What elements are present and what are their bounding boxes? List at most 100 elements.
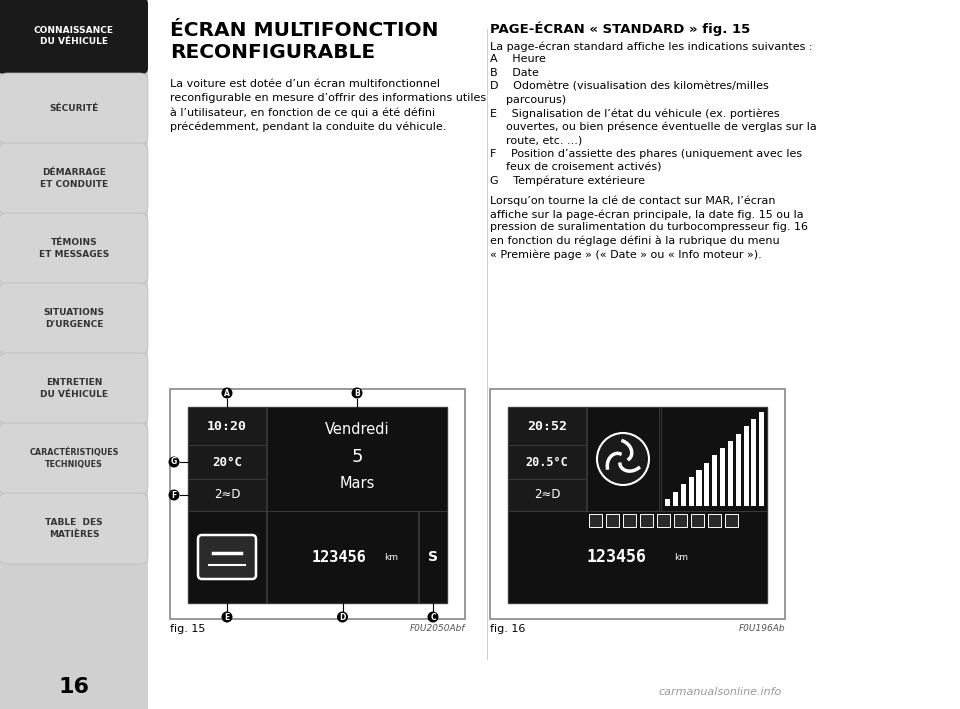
Text: F  Position d’assiette des phares (uniquement avec les: F Position d’assiette des phares (unique… — [490, 149, 803, 159]
Bar — [188, 479, 266, 511]
Text: D: D — [339, 613, 346, 622]
Circle shape — [169, 457, 180, 467]
FancyBboxPatch shape — [0, 423, 148, 494]
Text: affiche sur la page-écran principale, la date fig. 15 ou la: affiche sur la page-écran principale, la… — [490, 209, 804, 220]
Bar — [712, 455, 717, 506]
Bar — [720, 448, 725, 506]
Circle shape — [169, 489, 180, 501]
Bar — [735, 434, 741, 506]
Text: G  Température extérieure: G Température extérieure — [490, 176, 645, 186]
Text: TÉMOINS
ET MESSAGES: TÉMOINS ET MESSAGES — [38, 238, 109, 259]
Bar — [508, 479, 586, 511]
Bar — [673, 491, 678, 506]
Text: DÉMARRAGE
ET CONDUITE: DÉMARRAGE ET CONDUITE — [40, 168, 108, 189]
Bar — [508, 445, 586, 479]
Text: parcourus): parcourus) — [506, 95, 566, 105]
FancyBboxPatch shape — [0, 493, 148, 564]
Text: La voiture est dotée d’un écran multifonctionnel: La voiture est dotée d’un écran multifon… — [170, 79, 440, 89]
Bar — [508, 511, 767, 603]
Bar — [623, 514, 636, 527]
FancyBboxPatch shape — [0, 0, 148, 74]
Circle shape — [222, 611, 232, 623]
FancyBboxPatch shape — [0, 73, 148, 144]
Text: La page-écran standard affiche les indications suivantes :: La page-écran standard affiche les indic… — [490, 41, 812, 52]
Text: fig. 16: fig. 16 — [490, 624, 525, 634]
Bar — [681, 484, 685, 506]
Bar — [725, 514, 738, 527]
Text: G: G — [171, 457, 178, 467]
Text: CARACTÉRISTIQUES
TECHNIQUES: CARACTÉRISTIQUES TECHNIQUES — [29, 448, 119, 469]
FancyBboxPatch shape — [198, 535, 256, 579]
Text: 20°C: 20°C — [212, 455, 242, 469]
Text: CONNAISSANCE
DU VÉHICULE: CONNAISSANCE DU VÉHICULE — [34, 26, 114, 46]
Bar — [188, 511, 266, 603]
Bar — [267, 407, 447, 511]
Bar — [759, 412, 764, 506]
Circle shape — [337, 611, 348, 623]
Text: 2≈D: 2≈D — [214, 489, 240, 501]
Bar — [587, 407, 659, 511]
Text: A: A — [224, 389, 230, 398]
Text: 123456: 123456 — [587, 548, 647, 566]
Bar — [508, 407, 767, 603]
Text: E: E — [225, 613, 229, 622]
Bar — [661, 407, 767, 511]
Bar — [708, 514, 721, 527]
Bar — [743, 426, 749, 506]
Bar — [188, 407, 266, 445]
FancyBboxPatch shape — [0, 283, 148, 354]
Bar — [589, 514, 602, 527]
Text: ouvertes, ou bien présence éventuelle de verglas sur la: ouvertes, ou bien présence éventuelle de… — [506, 122, 817, 133]
Text: 5: 5 — [351, 448, 363, 466]
Text: carmanualsonline.info: carmanualsonline.info — [659, 687, 781, 697]
Bar — [640, 514, 653, 527]
Circle shape — [427, 611, 439, 623]
Bar — [752, 419, 756, 506]
Text: B  Date: B Date — [490, 68, 539, 78]
Text: Lorsqu’on tourne la clé de contact sur MAR, l’écran: Lorsqu’on tourne la clé de contact sur M… — [490, 196, 776, 206]
Bar — [0, 0, 148, 709]
Bar — [691, 514, 704, 527]
Bar — [188, 445, 266, 479]
Text: km: km — [675, 552, 688, 562]
Text: F0U196Ab: F0U196Ab — [738, 624, 785, 633]
Text: pression de suralimentation du turbocompresseur fig. 16: pression de suralimentation du turbocomp… — [490, 223, 808, 233]
Bar — [657, 514, 670, 527]
Text: E  Signalisation de l’état du véhicule (ex. portières: E Signalisation de l’état du véhicule (e… — [490, 108, 780, 119]
Bar — [148, 0, 960, 709]
Text: ENTRETIEN
DU VÉHICULE: ENTRETIEN DU VÉHICULE — [40, 378, 108, 399]
Bar — [728, 441, 732, 506]
FancyBboxPatch shape — [0, 143, 148, 214]
Text: SITUATIONS
D'URGENCE: SITUATIONS D'URGENCE — [43, 308, 105, 329]
Text: en fonction du réglage défini à la rubrique du menu: en fonction du réglage défini à la rubri… — [490, 236, 780, 247]
Text: 20.5°C: 20.5°C — [526, 455, 568, 469]
Bar — [674, 514, 687, 527]
Circle shape — [222, 388, 232, 398]
Bar — [705, 462, 709, 506]
Bar — [419, 511, 447, 603]
Text: feux de croisement activés): feux de croisement activés) — [506, 162, 661, 172]
Text: Vendredi: Vendredi — [324, 423, 390, 437]
Text: 10:20: 10:20 — [207, 420, 247, 432]
Text: SÉCURITÉ: SÉCURITÉ — [49, 104, 99, 113]
Bar — [490, 389, 785, 619]
Text: 123456: 123456 — [312, 549, 367, 564]
Circle shape — [597, 433, 649, 485]
Text: précédemment, pendant la conduite du véhicule.: précédemment, pendant la conduite du véh… — [170, 121, 446, 131]
Bar — [688, 477, 694, 506]
FancyBboxPatch shape — [0, 213, 148, 284]
Bar — [696, 470, 702, 506]
Text: TABLE  DES
MATIÈRES: TABLE DES MATIÈRES — [45, 518, 103, 539]
Text: B: B — [354, 389, 360, 398]
Text: reconfigurable en mesure d’offrir des informations utiles: reconfigurable en mesure d’offrir des in… — [170, 93, 486, 103]
Text: S: S — [428, 550, 438, 564]
Text: route, etc. ...): route, etc. ...) — [506, 135, 583, 145]
Bar — [170, 389, 465, 619]
Text: C: C — [430, 613, 436, 622]
Text: A  Heure: A Heure — [490, 55, 546, 65]
Bar — [188, 407, 447, 603]
Text: 20:52: 20:52 — [527, 420, 567, 432]
Bar — [665, 498, 670, 506]
Text: F0U2050Abf: F0U2050Abf — [410, 624, 465, 633]
Text: à l’utilisateur, en fonction de ce qui a été défini: à l’utilisateur, en fonction de ce qui a… — [170, 107, 435, 118]
